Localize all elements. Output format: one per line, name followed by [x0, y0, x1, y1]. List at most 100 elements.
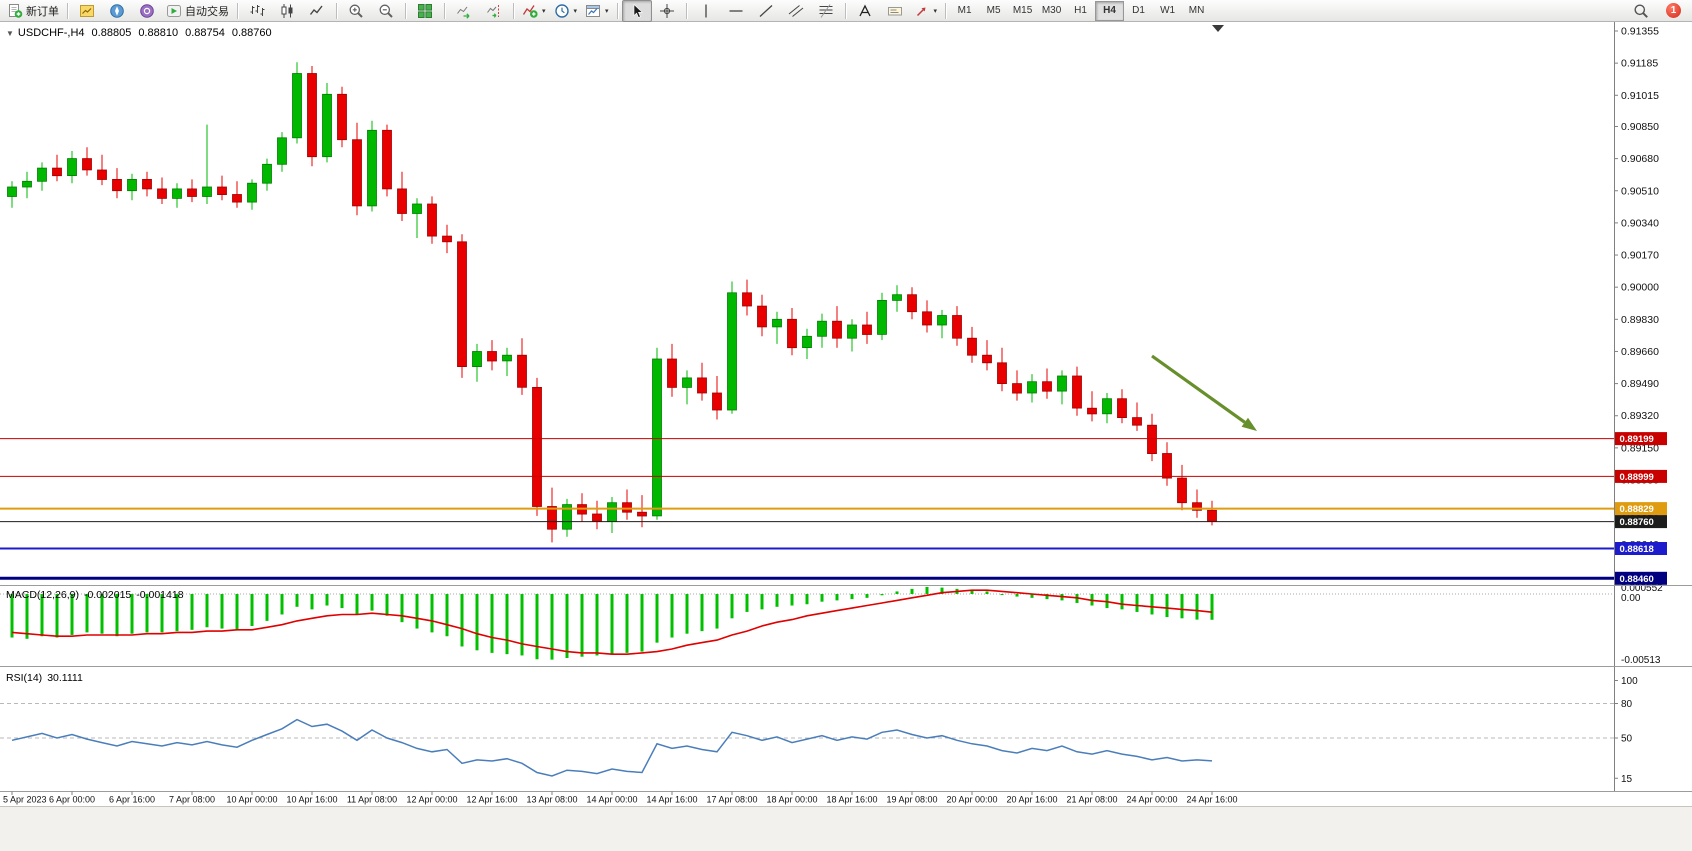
timeframe-m30-button[interactable]: M30: [1041, 5, 1062, 16]
candle: [127, 178, 137, 192]
fibonacci-button[interactable]: [811, 0, 841, 22]
svg-text:13 Apr 08:00: 13 Apr 08:00: [526, 795, 577, 805]
tile-windows-button[interactable]: [410, 0, 440, 22]
candle: [427, 203, 437, 237]
bar-chart-icon: [250, 4, 265, 16]
svg-text:100: 100: [1621, 676, 1638, 687]
rsi-value: 30.1111: [47, 672, 83, 684]
svg-text:18 Apr 16:00: 18 Apr 16:00: [826, 795, 877, 805]
zoom-in-button[interactable]: [341, 0, 371, 22]
line-chart-button[interactable]: [302, 0, 332, 22]
new-order-button[interactable]: 新订单: [3, 0, 63, 22]
timeframe-d1-button[interactable]: D1: [1132, 5, 1145, 16]
candle: [592, 513, 602, 522]
market-watch-button[interactable]: [72, 0, 102, 22]
candle: [1177, 477, 1187, 504]
macd-signal-line: [11, 589, 1213, 656]
svg-text:0.88618: 0.88618: [1620, 544, 1654, 555]
chart-shift-button[interactable]: [479, 0, 509, 22]
dropdown-caret-icon: ▾: [605, 7, 609, 15]
cursor-icon: [633, 3, 643, 18]
timeframe-w1-button[interactable]: W1: [1160, 5, 1176, 16]
arrows-button[interactable]: ▾: [910, 0, 942, 22]
metaeditor-button[interactable]: [132, 0, 162, 22]
svg-text:0.88999: 0.88999: [1620, 472, 1654, 483]
rsi-line: [11, 718, 1213, 777]
autotrading-button[interactable]: 自动交易: [162, 0, 233, 22]
toolbar-separator: [513, 2, 514, 19]
candle: [727, 292, 737, 411]
candle: [7, 186, 17, 197]
timeframe-m1-button[interactable]: M1: [957, 5, 972, 16]
line-chart-icon: [309, 5, 323, 15]
one-click-trading-collapse-icon[interactable]: ▼: [6, 29, 14, 38]
svg-text:0.90850: 0.90850: [1621, 121, 1659, 133]
candle: [1132, 417, 1142, 426]
zoom-out-button[interactable]: [371, 0, 401, 22]
candle: [1117, 398, 1127, 419]
timeframe-h4-button[interactable]: H4: [1095, 0, 1125, 21]
crosshair-button[interactable]: [652, 0, 682, 22]
horizontal-line-button[interactable]: [721, 0, 751, 22]
candle: [172, 188, 182, 199]
periods-button[interactable]: ▾: [550, 0, 582, 22]
candle: [442, 235, 452, 243]
timeframe-m15-button[interactable]: M15: [1012, 5, 1033, 16]
zoom-out-icon: [379, 4, 393, 18]
timeframe-m5-button[interactable]: M5: [986, 5, 1001, 16]
candle: [607, 502, 617, 523]
candles: [7, 62, 1217, 543]
svg-text:6 Apr 16:00: 6 Apr 16:00: [109, 795, 155, 805]
bar-chart-button[interactable]: [242, 0, 272, 22]
svg-text:0.90510: 0.90510: [1621, 185, 1659, 197]
label-button[interactable]: [880, 0, 910, 22]
svg-text:6 Apr 00:00: 6 Apr 00:00: [49, 795, 95, 805]
vertical-line-button[interactable]: [691, 0, 721, 22]
indicators-button[interactable]: ▾: [518, 0, 550, 22]
tline-icon: [759, 4, 772, 17]
chart-shift-marker-icon[interactable]: [1212, 25, 1224, 32]
text-button[interactable]: [850, 0, 880, 22]
candle: [667, 358, 677, 388]
candle: [742, 292, 752, 307]
auto-scroll-button[interactable]: [449, 0, 479, 22]
macd-signal-value: -0.001418: [136, 589, 184, 601]
svg-text:0.89199: 0.89199: [1620, 434, 1654, 445]
rsi-name: RSI(14): [6, 672, 43, 684]
candle: [997, 362, 1007, 384]
trendline-button[interactable]: [751, 0, 781, 22]
price-badge-0.89199: 0.89199: [1615, 432, 1667, 446]
candle: [652, 358, 662, 517]
candle: [517, 354, 527, 388]
templates-button[interactable]: ▾: [581, 0, 613, 22]
svg-text:0.89490: 0.89490: [1621, 378, 1659, 390]
template-icon: [586, 4, 601, 17]
arrows-icon: [916, 7, 926, 16]
timeframe-mn-button[interactable]: MN: [1188, 5, 1205, 16]
notification-badge[interactable]: 1: [1666, 3, 1681, 18]
price-badge-0.88999: 0.88999: [1615, 469, 1667, 483]
search-button[interactable]: [1626, 0, 1656, 22]
candle-chart-icon: [281, 3, 293, 18]
channel-button[interactable]: [781, 0, 811, 22]
navigator-button[interactable]: [102, 0, 132, 22]
candle: [757, 305, 767, 328]
candle: [217, 186, 227, 195]
candle: [112, 178, 122, 192]
candle: [1162, 453, 1172, 479]
time-axis[interactable]: 5 Apr 2023 6 Apr 00:00 6 Apr 16:00 7 Apr 08…: [3, 791, 1238, 805]
candlestick-chart-button[interactable]: [272, 0, 302, 22]
price-badge-0.88618: 0.88618: [1615, 542, 1667, 555]
candle: [637, 511, 647, 517]
candle: [1012, 383, 1022, 394]
dropdown-caret-icon: ▾: [933, 7, 938, 15]
candle: [307, 73, 317, 158]
svg-text:10 Apr 16:00: 10 Apr 16:00: [286, 795, 337, 805]
timeframe-h1-button[interactable]: H1: [1074, 5, 1087, 16]
trend-arrow-object[interactable]: [1151, 354, 1257, 431]
candle: [487, 351, 497, 362]
candle: [697, 377, 707, 394]
cursor-button[interactable]: [621, 0, 652, 22]
svg-text:5 Apr 2023: 5 Apr 2023: [3, 795, 47, 805]
svg-text:0.89320: 0.89320: [1621, 410, 1659, 422]
